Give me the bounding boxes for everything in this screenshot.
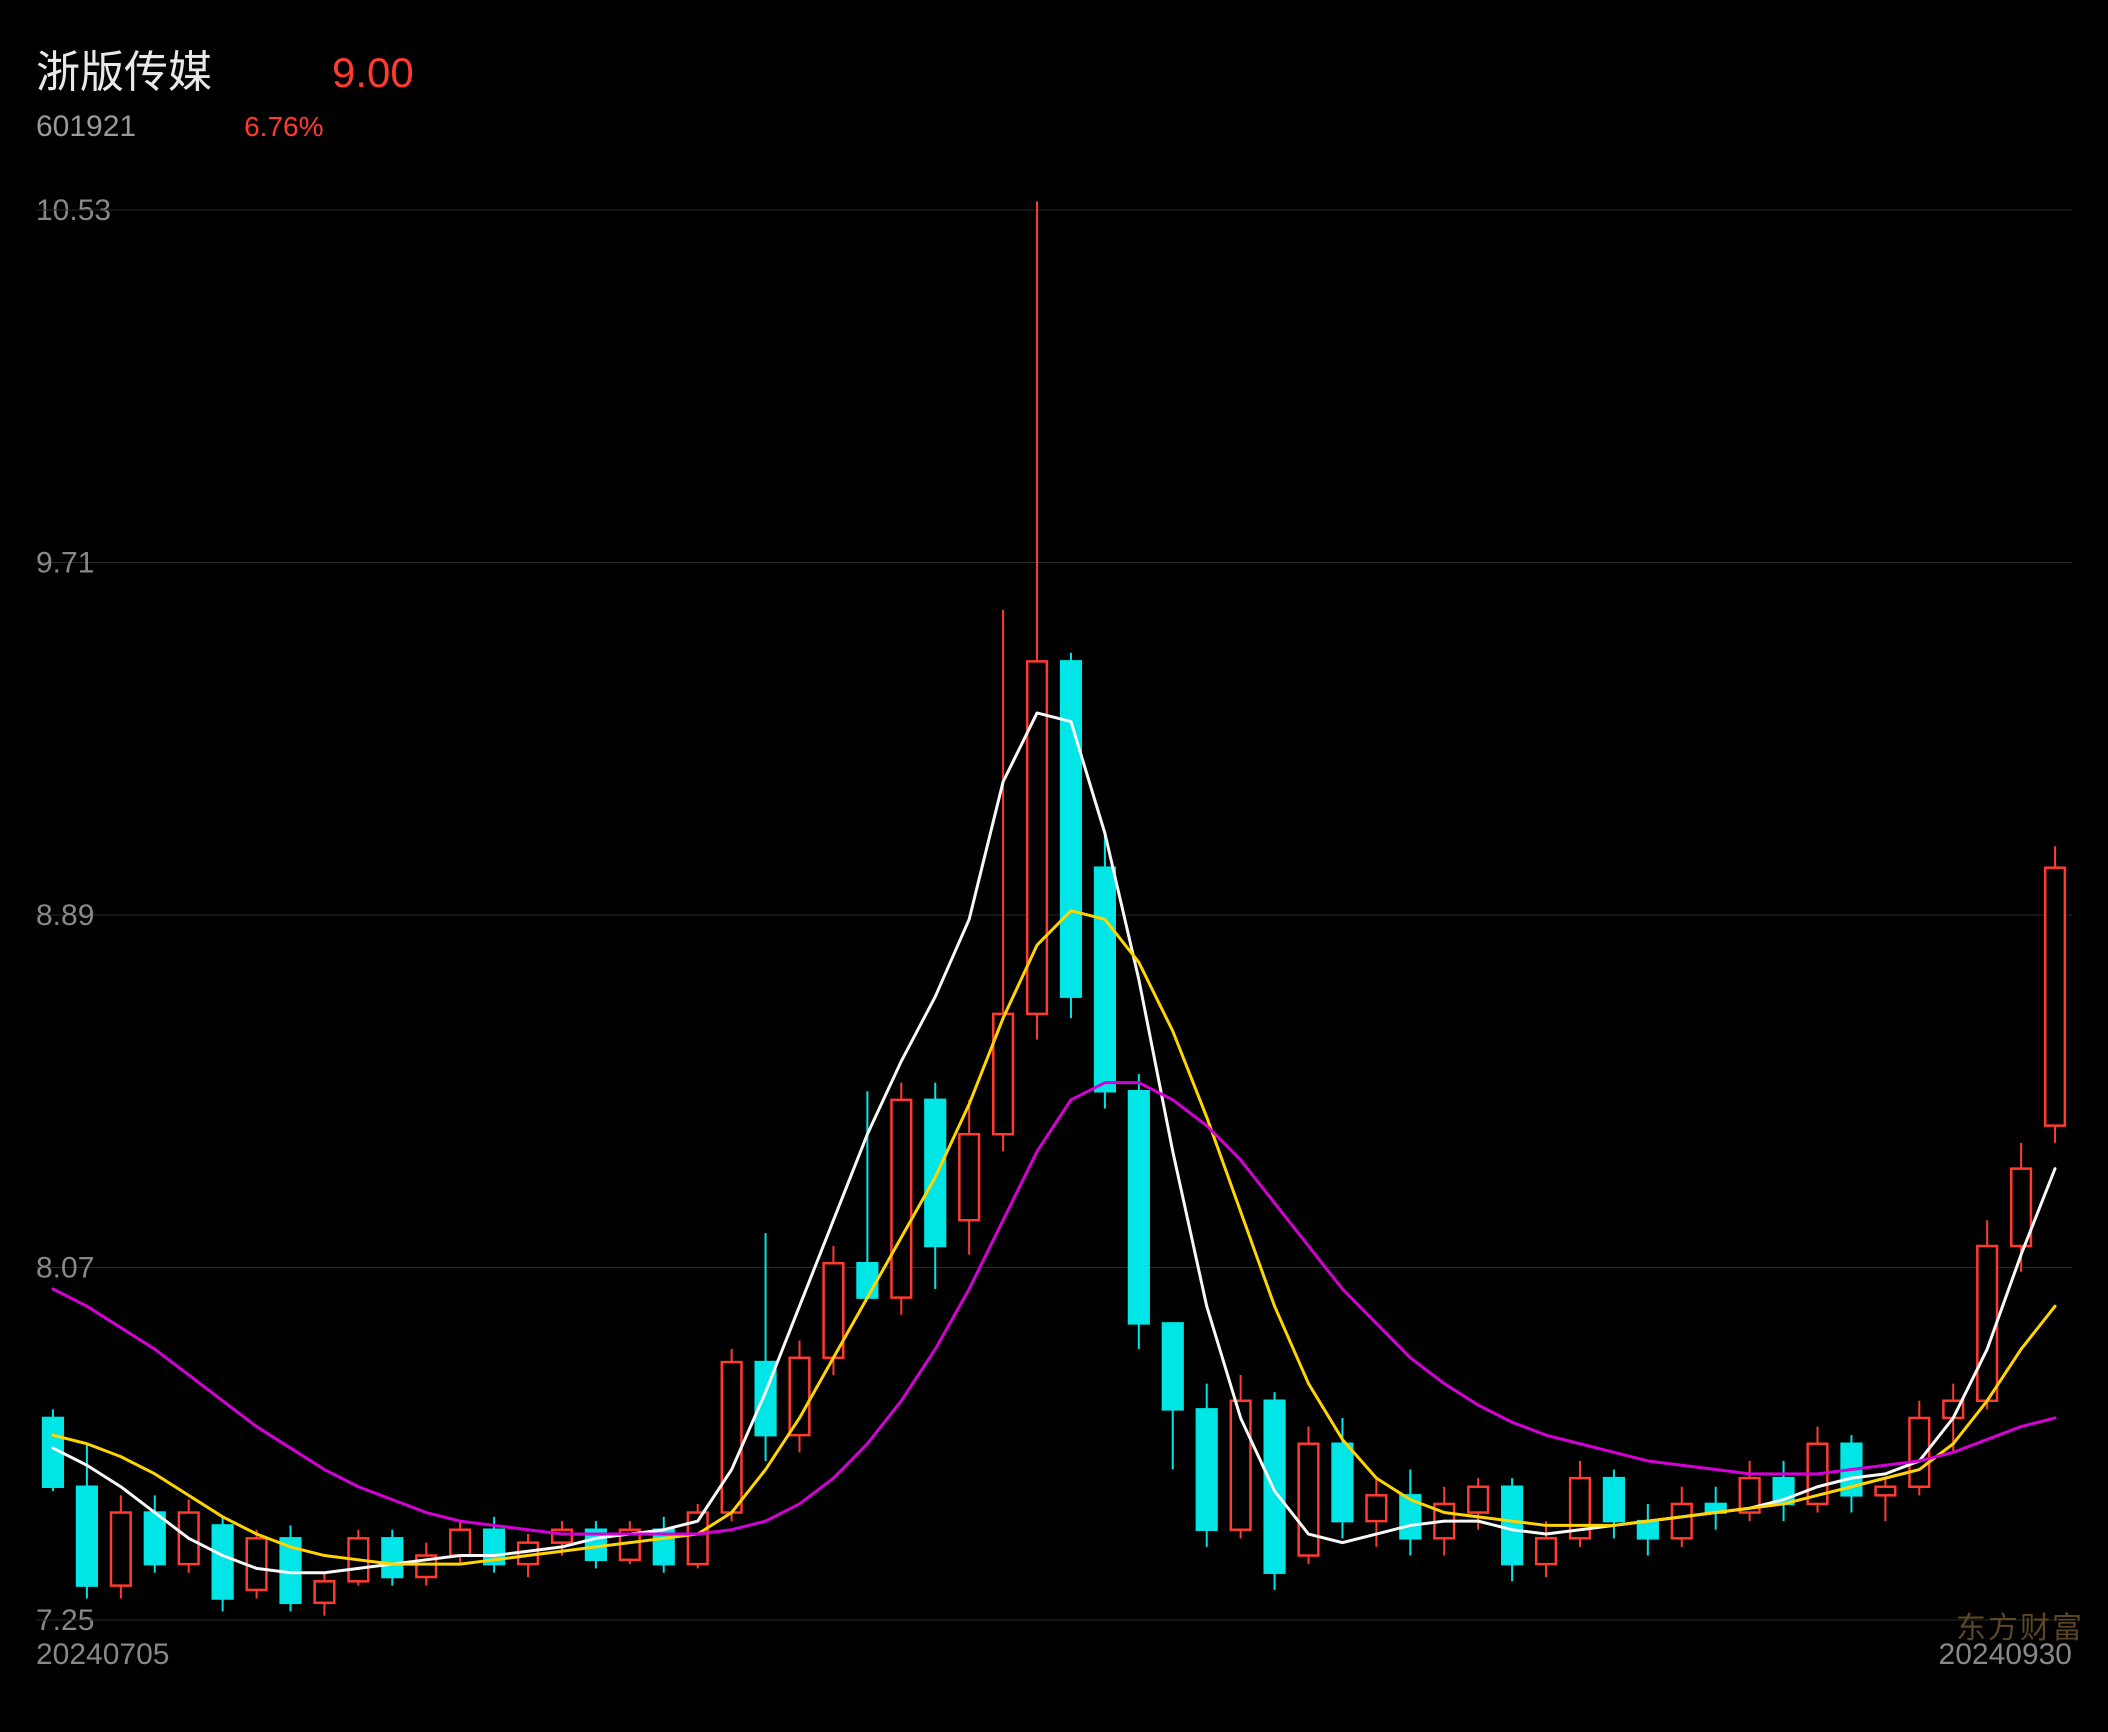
candlestick-chart[interactable]: 10.539.718.898.077.252024070520240930 东方… — [0, 182, 2108, 1707]
last-price: 9.00 — [332, 49, 414, 97]
svg-text:8.89: 8.89 — [36, 899, 94, 932]
svg-text:9.71: 9.71 — [36, 547, 94, 580]
svg-text:8.07: 8.07 — [36, 1252, 94, 1285]
stock-name: 浙版传媒 — [36, 36, 212, 100]
stock-code: 601921 — [36, 110, 136, 144]
watermark-text: 东方财富 — [1956, 1603, 2084, 1647]
pct-change: 6.76% — [244, 111, 323, 143]
svg-text:20240705: 20240705 — [36, 1638, 169, 1671]
chart-canvas: 10.539.718.898.077.252024070520240930 — [0, 182, 2108, 1702]
chart-header: 浙版传媒 9.00 601921 6.76% — [0, 0, 2108, 152]
